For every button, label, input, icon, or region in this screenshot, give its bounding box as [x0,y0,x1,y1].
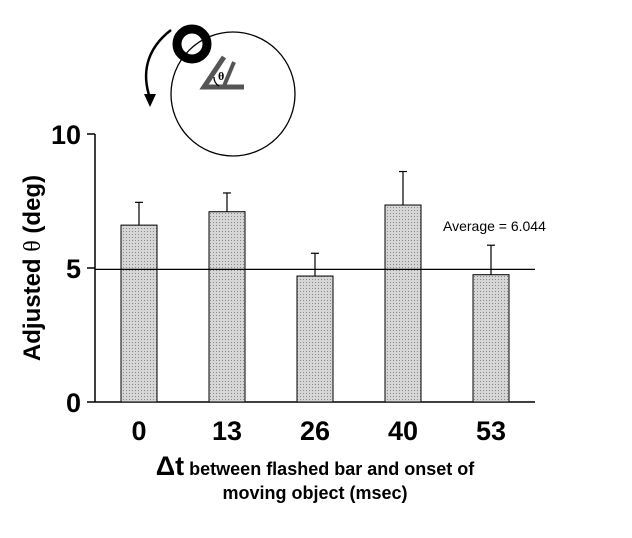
bar [384,204,422,403]
rotation-schematic-icon: θ [144,24,296,157]
bars [120,204,510,403]
x-axis-label-line2: moving object (msec) [222,483,407,503]
x-tick-label: 40 [388,416,418,446]
y-axis-label: Adjusted θ (deg) [19,175,46,361]
motion-arrow-icon [144,29,172,99]
x-tick-label: 53 [476,416,506,446]
y-tick-label: 0 [66,388,81,418]
y-tick-label: 5 [66,254,81,284]
bar [472,274,510,403]
x-tick-labels: 0 13 26 40 53 [131,416,506,446]
average-label: Average = 6.044 [443,218,546,234]
bar [296,275,334,403]
y-tick-label: 10 [51,120,81,150]
inset-angle-label: θ [218,69,224,83]
x-tick-label: 0 [131,416,146,446]
bar [120,224,158,403]
x-tick-label: 13 [212,416,242,446]
error-bars [135,170,495,277]
y-ticks: 0 5 10 [51,120,95,418]
moving-object-icon [172,24,212,64]
x-tick-label: 26 [300,416,330,446]
x-axis-label-line1: Δt between flashed bar and onset of [156,451,475,481]
bar [208,211,246,403]
flashed-bar-icon [199,55,244,90]
